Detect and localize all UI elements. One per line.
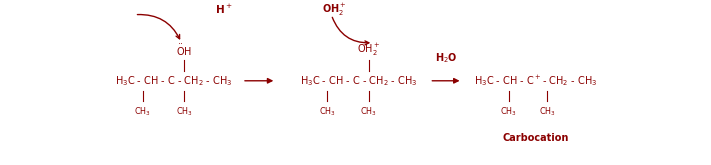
Text: CH$_3$: CH$_3$ — [360, 105, 378, 117]
Text: Carbocation: Carbocation — [502, 133, 568, 143]
Text: H$^+$: H$^+$ — [215, 3, 232, 16]
Text: H$_3$C - CH - C - CH$_2$ - CH$_3$: H$_3$C - CH - C - CH$_2$ - CH$_3$ — [300, 74, 417, 88]
Text: CH$_3$: CH$_3$ — [539, 105, 556, 117]
Text: H$_3$C - CH - C - CH$_2$ - CH$_3$: H$_3$C - CH - C - CH$_2$ - CH$_3$ — [115, 74, 233, 88]
Text: CH$_3$: CH$_3$ — [319, 105, 336, 117]
Text: CH$_3$: CH$_3$ — [134, 105, 151, 117]
Text: $\ddot{\rm O}$H: $\ddot{\rm O}$H — [176, 43, 192, 58]
Text: OH$_2^+$: OH$_2^+$ — [357, 42, 380, 58]
Text: OH$_2^+$: OH$_2^+$ — [322, 2, 347, 18]
Text: CH$_3$: CH$_3$ — [501, 105, 517, 117]
Text: H$_3$C - CH - C$^+$- CH$_2$ - CH$_3$: H$_3$C - CH - C$^+$- CH$_2$ - CH$_3$ — [474, 73, 597, 88]
Text: H$_2$O: H$_2$O — [434, 51, 457, 65]
Text: CH$_3$: CH$_3$ — [176, 105, 193, 117]
